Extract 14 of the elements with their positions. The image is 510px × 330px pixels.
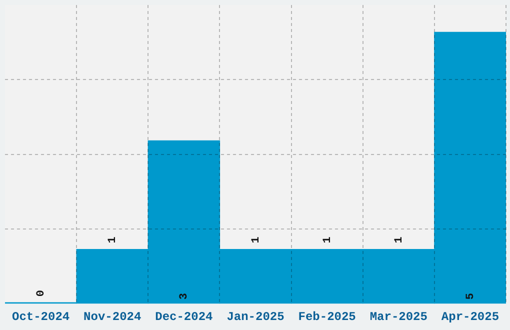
x-tick-label: Oct-2024 [12, 310, 70, 324]
data-label: 1 [393, 236, 406, 244]
x-tick-label: Dec-2024 [155, 310, 213, 324]
x-tick-label: Mar-2025 [370, 310, 428, 324]
data-label: 1 [250, 236, 262, 244]
data-label: 5 [464, 292, 477, 300]
x-tick-label: Jan-2025 [226, 310, 284, 324]
data-label: 1 [322, 236, 334, 244]
x-tick-label: Nov-2024 [84, 310, 142, 324]
data-label: 1 [107, 236, 120, 244]
x-tick-label: Feb-2025 [298, 310, 356, 324]
data-label: 3 [178, 292, 191, 300]
data-label: 0 [36, 290, 48, 297]
x-tick-label: Apr-2025 [441, 310, 500, 324]
